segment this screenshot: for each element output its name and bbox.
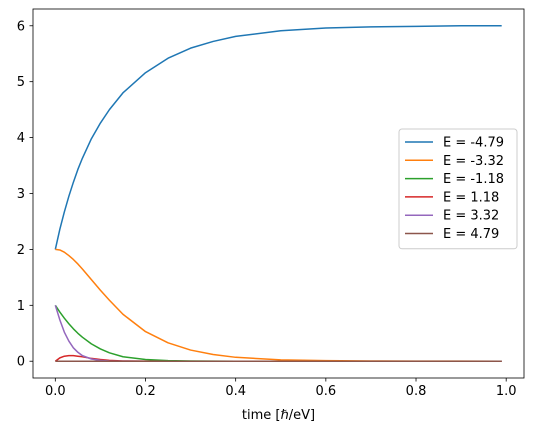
x-tick-label: 1.0 bbox=[496, 384, 517, 399]
x-tick-label: 0.6 bbox=[315, 384, 336, 399]
series-layer bbox=[54, 25, 502, 362]
y-tick-label: 5 bbox=[17, 75, 25, 90]
y-axis-ticks: 0 1 2 3 4 5 6 bbox=[17, 19, 33, 370]
x-tick-label: 0.4 bbox=[225, 384, 246, 399]
y-tick-label: 2 bbox=[17, 243, 25, 258]
legend-label-1: E = -3.32 bbox=[443, 154, 504, 169]
y-tick-label: 0 bbox=[17, 355, 25, 370]
legend-label-0: E = -4.79 bbox=[443, 136, 504, 151]
x-tick-label: 0.2 bbox=[135, 384, 156, 399]
y-tick-label: 3 bbox=[17, 187, 25, 202]
legend-label-3: E = 1.18 bbox=[443, 190, 499, 205]
legend-box bbox=[398, 128, 518, 250]
legend-label-2: E = -1.18 bbox=[443, 172, 504, 187]
y-tick-label: 1 bbox=[17, 299, 25, 314]
x-tick-label: 0.0 bbox=[45, 384, 66, 399]
y-tick-label: 6 bbox=[17, 19, 25, 34]
legend-label-4: E = 3.32 bbox=[443, 209, 499, 224]
y-tick-label: 4 bbox=[17, 131, 25, 146]
legend-label-5: E = 4.79 bbox=[443, 227, 499, 242]
series-line-1 bbox=[55, 248, 502, 362]
x-axis-ticks: 0.0 0.2 0.4 0.6 0.8 1.0 bbox=[45, 378, 517, 399]
legend: E = -4.79 E = -3.32 E = -1.18 E = 1.18 E = 3… bbox=[398, 128, 518, 250]
x-axis-label: time [ℏ/eV] bbox=[242, 408, 315, 423]
series-line-0 bbox=[54, 25, 502, 250]
x-tick-label: 0.8 bbox=[406, 384, 427, 399]
